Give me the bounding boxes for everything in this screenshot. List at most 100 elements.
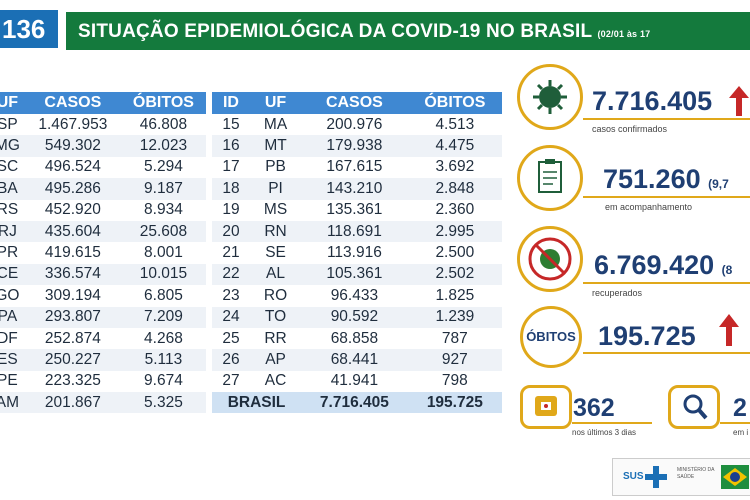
table-cell: DF bbox=[0, 329, 18, 347]
calendar-icon bbox=[535, 396, 557, 416]
table-row: 19 MS 135.361 2.360 bbox=[212, 200, 502, 221]
table-cell: SE bbox=[265, 244, 286, 262]
deaths-increase-arrow-icon bbox=[719, 314, 739, 346]
table-cell: 336.574 bbox=[24, 263, 121, 286]
table-cell: 25 bbox=[222, 329, 240, 347]
table-row: RJ 435.604 25.608 bbox=[0, 220, 206, 243]
table-cell: 549.302 bbox=[24, 135, 121, 157]
table-cell: RS bbox=[0, 201, 19, 219]
monitoring-divider bbox=[583, 196, 750, 198]
table-row: 17 PB 167.615 3.692 bbox=[212, 157, 502, 178]
deaths-divider bbox=[583, 352, 750, 354]
table-row: PR 419.615 8.001 bbox=[0, 242, 206, 263]
table-cell: 19 bbox=[222, 201, 240, 219]
table-cell: RJ bbox=[0, 220, 25, 243]
monitoring-label: em acompanhamento bbox=[605, 202, 693, 212]
table-row: DF 252.874 4.268 bbox=[0, 328, 206, 349]
table-cell: 96.433 bbox=[330, 286, 379, 304]
table-row: 26 AP 68.441 927 bbox=[212, 349, 502, 371]
table-cell: 6.805 bbox=[144, 286, 183, 304]
table-cell: 5.294 bbox=[144, 158, 183, 176]
table-cell: SP bbox=[0, 115, 18, 133]
table-cell: 2.502 bbox=[407, 263, 502, 286]
table-cell: 24 bbox=[212, 306, 250, 328]
recovered-icon-circle bbox=[517, 226, 583, 292]
table-cell: 1.825 bbox=[435, 286, 475, 304]
table-cell: 927 bbox=[407, 349, 502, 371]
table-row: PA 293.807 7.209 bbox=[0, 306, 206, 328]
table-row: ES 250.227 5.113 bbox=[0, 349, 206, 371]
crossed-virus-icon bbox=[528, 237, 572, 281]
table-cell: 15 bbox=[222, 115, 240, 133]
table-cell: 26 bbox=[212, 349, 250, 371]
recent-value: 362 bbox=[573, 394, 615, 422]
table-row: SC 496.524 5.294 bbox=[0, 157, 206, 178]
table-row: 16 MT 179.938 4.475 bbox=[212, 135, 502, 157]
increase-arrow-icon bbox=[729, 86, 749, 116]
table-cell: 8.934 bbox=[144, 201, 183, 219]
sus-logo: SUS bbox=[623, 471, 644, 482]
table-cell: 41.941 bbox=[330, 372, 379, 390]
table-cell: AL bbox=[249, 263, 302, 286]
recent-label: nos últimos 3 dias bbox=[572, 428, 637, 437]
monitoring-number: 751.260 bbox=[603, 164, 701, 194]
table-cell: 135.361 bbox=[326, 201, 383, 219]
title-bar: SITUAÇÃO EPIDEMIOLÓGICA DA COVID-19 NO B… bbox=[66, 12, 750, 50]
table-row: MG 549.302 12.023 bbox=[0, 135, 206, 157]
table-cell: 25.608 bbox=[120, 220, 206, 243]
table-cell: 90.592 bbox=[301, 306, 408, 328]
table-row: 15 MA 200.976 4.513 bbox=[212, 114, 502, 135]
right-table-header-0: ID bbox=[212, 92, 250, 114]
table-cell: 293.807 bbox=[24, 306, 121, 328]
table-cell: PA bbox=[0, 306, 25, 328]
table-cell: 1.467.953 bbox=[38, 115, 108, 133]
table-cell: 68.441 bbox=[301, 349, 408, 371]
right-table-header-2: CASOS bbox=[301, 92, 408, 114]
table-cell: 118.691 bbox=[301, 220, 408, 243]
table-cell: 27 bbox=[222, 372, 240, 390]
table-row: 22 AL 105.361 2.502 bbox=[212, 263, 502, 286]
table-cell: 309.194 bbox=[44, 286, 101, 304]
table-cell: GO bbox=[0, 286, 20, 304]
table-cell: 250.227 bbox=[24, 349, 121, 371]
magnifier-icon bbox=[683, 394, 708, 420]
table-cell: 2.995 bbox=[407, 220, 502, 243]
table-cell: 105.361 bbox=[301, 263, 408, 286]
table-cell: 419.615 bbox=[44, 244, 101, 262]
confirmed-value: 7.716.405 bbox=[592, 86, 713, 116]
table-cell: 20 bbox=[212, 220, 250, 243]
table-cell: 798 bbox=[441, 372, 468, 390]
table-row: 27 AC 41.941 798 bbox=[212, 371, 502, 392]
page-title: SITUAÇÃO EPIDEMIOLÓGICA DA COVID-19 NO B… bbox=[78, 21, 650, 43]
monitoring-value: 751.260 (9,7 bbox=[603, 164, 729, 195]
table-cell: 3.692 bbox=[435, 158, 475, 176]
table-cell: 252.874 bbox=[44, 329, 101, 347]
table-cell: SC bbox=[0, 158, 19, 176]
recovered-divider bbox=[583, 282, 750, 284]
table-cell: 18 bbox=[212, 178, 250, 200]
table-cell: 787 bbox=[441, 329, 468, 347]
ministry-logo: MINISTÉRIO DA SAÚDE bbox=[677, 467, 715, 480]
table-cell: 68.858 bbox=[330, 329, 379, 347]
table-cell: 10.015 bbox=[120, 263, 206, 286]
title-text: SITUAÇÃO EPIDEMIOLÓGICA DA COVID-19 NO B… bbox=[78, 21, 592, 42]
table-cell: 17 bbox=[222, 158, 240, 176]
confirmed-label: casos confirmados bbox=[592, 124, 668, 134]
table-cell: PI bbox=[249, 178, 302, 200]
table-cell: 4.475 bbox=[407, 135, 502, 157]
table-cell: 9.674 bbox=[144, 372, 183, 390]
virus-icon bbox=[533, 80, 567, 114]
table-cell: PE bbox=[0, 372, 18, 390]
table-row: 25 RR 68.858 787 bbox=[212, 328, 502, 349]
table-row: 18 PI 143.210 2.848 bbox=[212, 178, 502, 200]
states-table-left: UF CASOS ÓBITOS SP 1.467.953 46.808 MG 549.302… bbox=[0, 92, 206, 414]
table-cell: 4.268 bbox=[144, 329, 183, 347]
table-row: PE 223.325 9.674 bbox=[0, 371, 206, 392]
deaths-badge-circle: ÓBITOS bbox=[520, 306, 582, 368]
investigation-divider bbox=[720, 422, 750, 424]
table-cell: 22 bbox=[212, 263, 250, 286]
table-cell: 9.187 bbox=[120, 178, 206, 200]
recovered-value: 6.769.420 (8 bbox=[594, 250, 732, 281]
table-row: RS 452.920 8.934 bbox=[0, 200, 206, 221]
table-cell: MG bbox=[0, 135, 25, 157]
